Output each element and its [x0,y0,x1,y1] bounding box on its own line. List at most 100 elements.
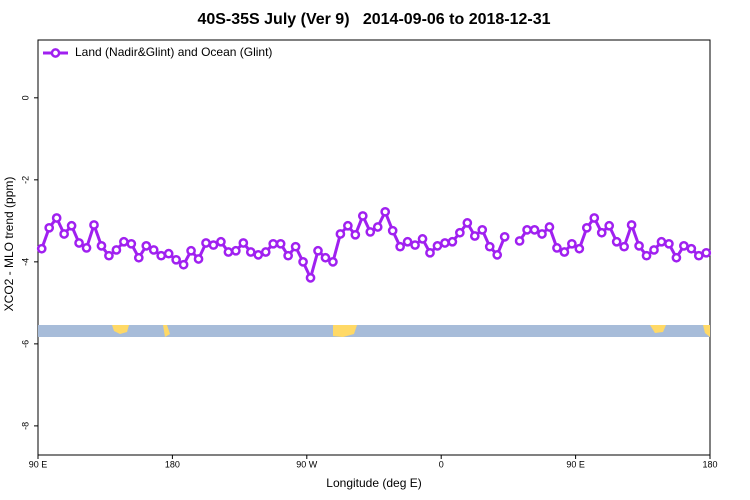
map-strip [38,325,710,337]
point [89,220,99,230]
point [693,250,704,261]
x-axis-label: Longitude (deg E) [326,476,421,490]
point [186,245,196,256]
point [343,220,353,231]
land [333,325,357,337]
point [529,225,540,235]
point [156,250,167,261]
point [365,227,376,237]
x-tick-label: 90 W [296,459,318,469]
point [305,272,316,283]
point [634,241,644,251]
point [350,229,361,240]
point [447,236,458,247]
point [59,229,69,239]
y-tick-label: -4 [20,258,30,266]
point [320,252,331,263]
point [171,254,181,265]
point [387,225,398,236]
point [104,250,114,261]
point [701,247,712,258]
point [469,231,480,241]
point [201,238,211,248]
x-tick-label: 90 E [29,459,48,469]
point [596,227,607,238]
land [163,325,170,337]
point [66,220,77,231]
point [522,225,532,235]
point [537,229,547,239]
point [335,229,346,239]
point [372,222,383,232]
point [552,243,562,253]
point [455,227,465,238]
point [133,252,144,263]
x-tick-label: 90 E [566,459,585,469]
point [253,250,264,260]
point [238,238,249,248]
point [44,222,55,233]
point [589,213,600,223]
point [462,218,473,228]
point [328,257,338,267]
y-tick-label: -6 [20,340,30,348]
point [380,206,391,217]
point [96,241,107,251]
point [245,247,256,257]
point [649,245,659,255]
x-tick-label: 180 [165,459,180,469]
point [290,241,301,252]
legend-marker [50,48,61,58]
plot-frame [37,39,711,456]
point [514,236,525,246]
point [193,254,204,264]
point [260,247,271,257]
point [484,241,495,252]
land [650,325,666,333]
point [163,248,174,259]
land [703,325,710,337]
point [148,245,159,255]
point [268,238,279,249]
point [36,243,47,254]
point [567,238,577,249]
point [275,238,286,249]
point [664,238,674,249]
y-axis-label: XCO2 - MLO trend (ppm) [2,177,16,312]
point [208,240,219,250]
point [425,247,435,258]
point [119,236,129,247]
point [574,243,585,254]
point [216,236,226,247]
point [283,250,293,261]
point [313,245,323,256]
point [126,238,137,249]
point [604,220,615,231]
y-tick-label: 0 [20,95,30,100]
point [141,241,152,251]
point [111,245,122,255]
point [231,245,241,256]
point [492,250,503,260]
point [544,222,555,232]
point [499,231,510,242]
point [223,247,234,257]
point [410,240,420,250]
point [679,241,689,251]
point [559,247,570,257]
point [619,241,629,252]
y-tick-label: -2 [20,176,30,184]
point [74,238,84,248]
point [641,250,652,261]
legend-label: Land (Nadir&Glint) and Ocean (Glint) [75,45,272,59]
point [51,213,62,223]
point [686,243,697,254]
point [656,236,667,247]
point [417,234,428,244]
ocean-strip [38,325,710,337]
x-tick-label: 180 [702,459,717,469]
point [432,241,443,251]
point [477,225,488,235]
